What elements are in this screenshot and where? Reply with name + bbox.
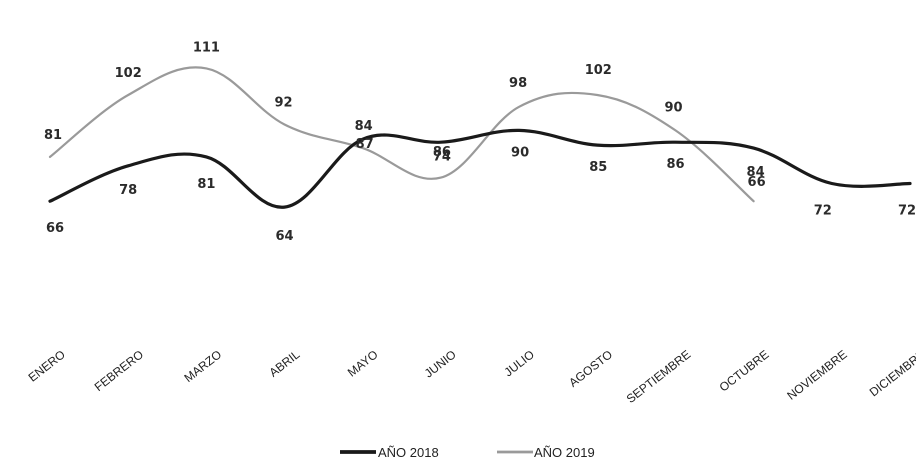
- series-2018-line: [48, 128, 912, 209]
- series-2019-label-marzo: 111: [193, 40, 220, 55]
- x-tick-abril: ABRIL: [266, 347, 302, 380]
- series-2018-label-diciembre: 72: [898, 204, 916, 219]
- series-2018-legend-label: AÑO 2018: [378, 445, 439, 460]
- series-2018-label-marzo: 81: [197, 177, 215, 192]
- series-2018-label-septiembre: 86: [666, 157, 684, 172]
- x-tick-marzo: MARZO: [181, 347, 224, 385]
- series-2019-label-agosto: 102: [585, 63, 612, 78]
- x-tick-febrero: FEBRERO: [92, 347, 146, 394]
- x-tick-mayo: MAYO: [345, 347, 381, 379]
- series-2018-label-octubre: 84: [747, 165, 765, 180]
- data-labels: 66 78 81 64 87 86 90 85 86 84 72 72 81 102 111 92 84 74 98…: [44, 40, 916, 244]
- series-2019-label-enero: 81: [44, 128, 62, 143]
- series-2019-label-junio: 74: [433, 150, 451, 165]
- x-tick-noviembre: NOVIEMBRE: [784, 347, 849, 402]
- series-2019-label-febrero: 102: [115, 66, 142, 81]
- series-2019-label-julio: 98: [509, 76, 527, 91]
- series-2019-label-mayo: 84: [355, 119, 373, 134]
- x-tick-diciembre: DICIEMBRE: [867, 347, 916, 399]
- series-2018-label-enero: 66: [46, 221, 64, 236]
- series-2018-label-noviembre: 72: [814, 204, 832, 219]
- series-2018-label-abril: 64: [275, 229, 293, 244]
- legend: AÑO 2018 AÑO 2019: [340, 445, 595, 460]
- series-layer: [48, 66, 912, 209]
- x-tick-enero: ENERO: [26, 347, 68, 384]
- series-2018-label-mayo: 87: [356, 137, 374, 152]
- series-2019-legend-label: AÑO 2019: [534, 445, 595, 460]
- x-axis-ticks: ENERO FEBRERO MARZO ABRIL MAYO JUNIO JULIO AGOS…: [26, 347, 916, 406]
- series-2018-label-julio: 90: [511, 145, 529, 160]
- x-tick-agosto: AGOSTO: [566, 347, 615, 390]
- x-tick-julio: JULIO: [502, 347, 537, 379]
- series-2018-label-febrero: 78: [119, 183, 137, 198]
- x-tick-septiembre: SEPTIEMBRE: [624, 347, 694, 406]
- series-2019-label-septiembre: 90: [664, 100, 682, 115]
- x-tick-junio: JUNIO: [422, 347, 459, 380]
- series-2018-label-agosto: 85: [589, 160, 607, 175]
- series-2018-label-junio: 86: [433, 145, 451, 160]
- series-2019-label-octubre: 66: [748, 175, 766, 190]
- series-2019-line: [48, 66, 755, 203]
- x-tick-octubre: OCTUBRE: [717, 347, 772, 394]
- series-2019-label-abril: 92: [274, 96, 292, 111]
